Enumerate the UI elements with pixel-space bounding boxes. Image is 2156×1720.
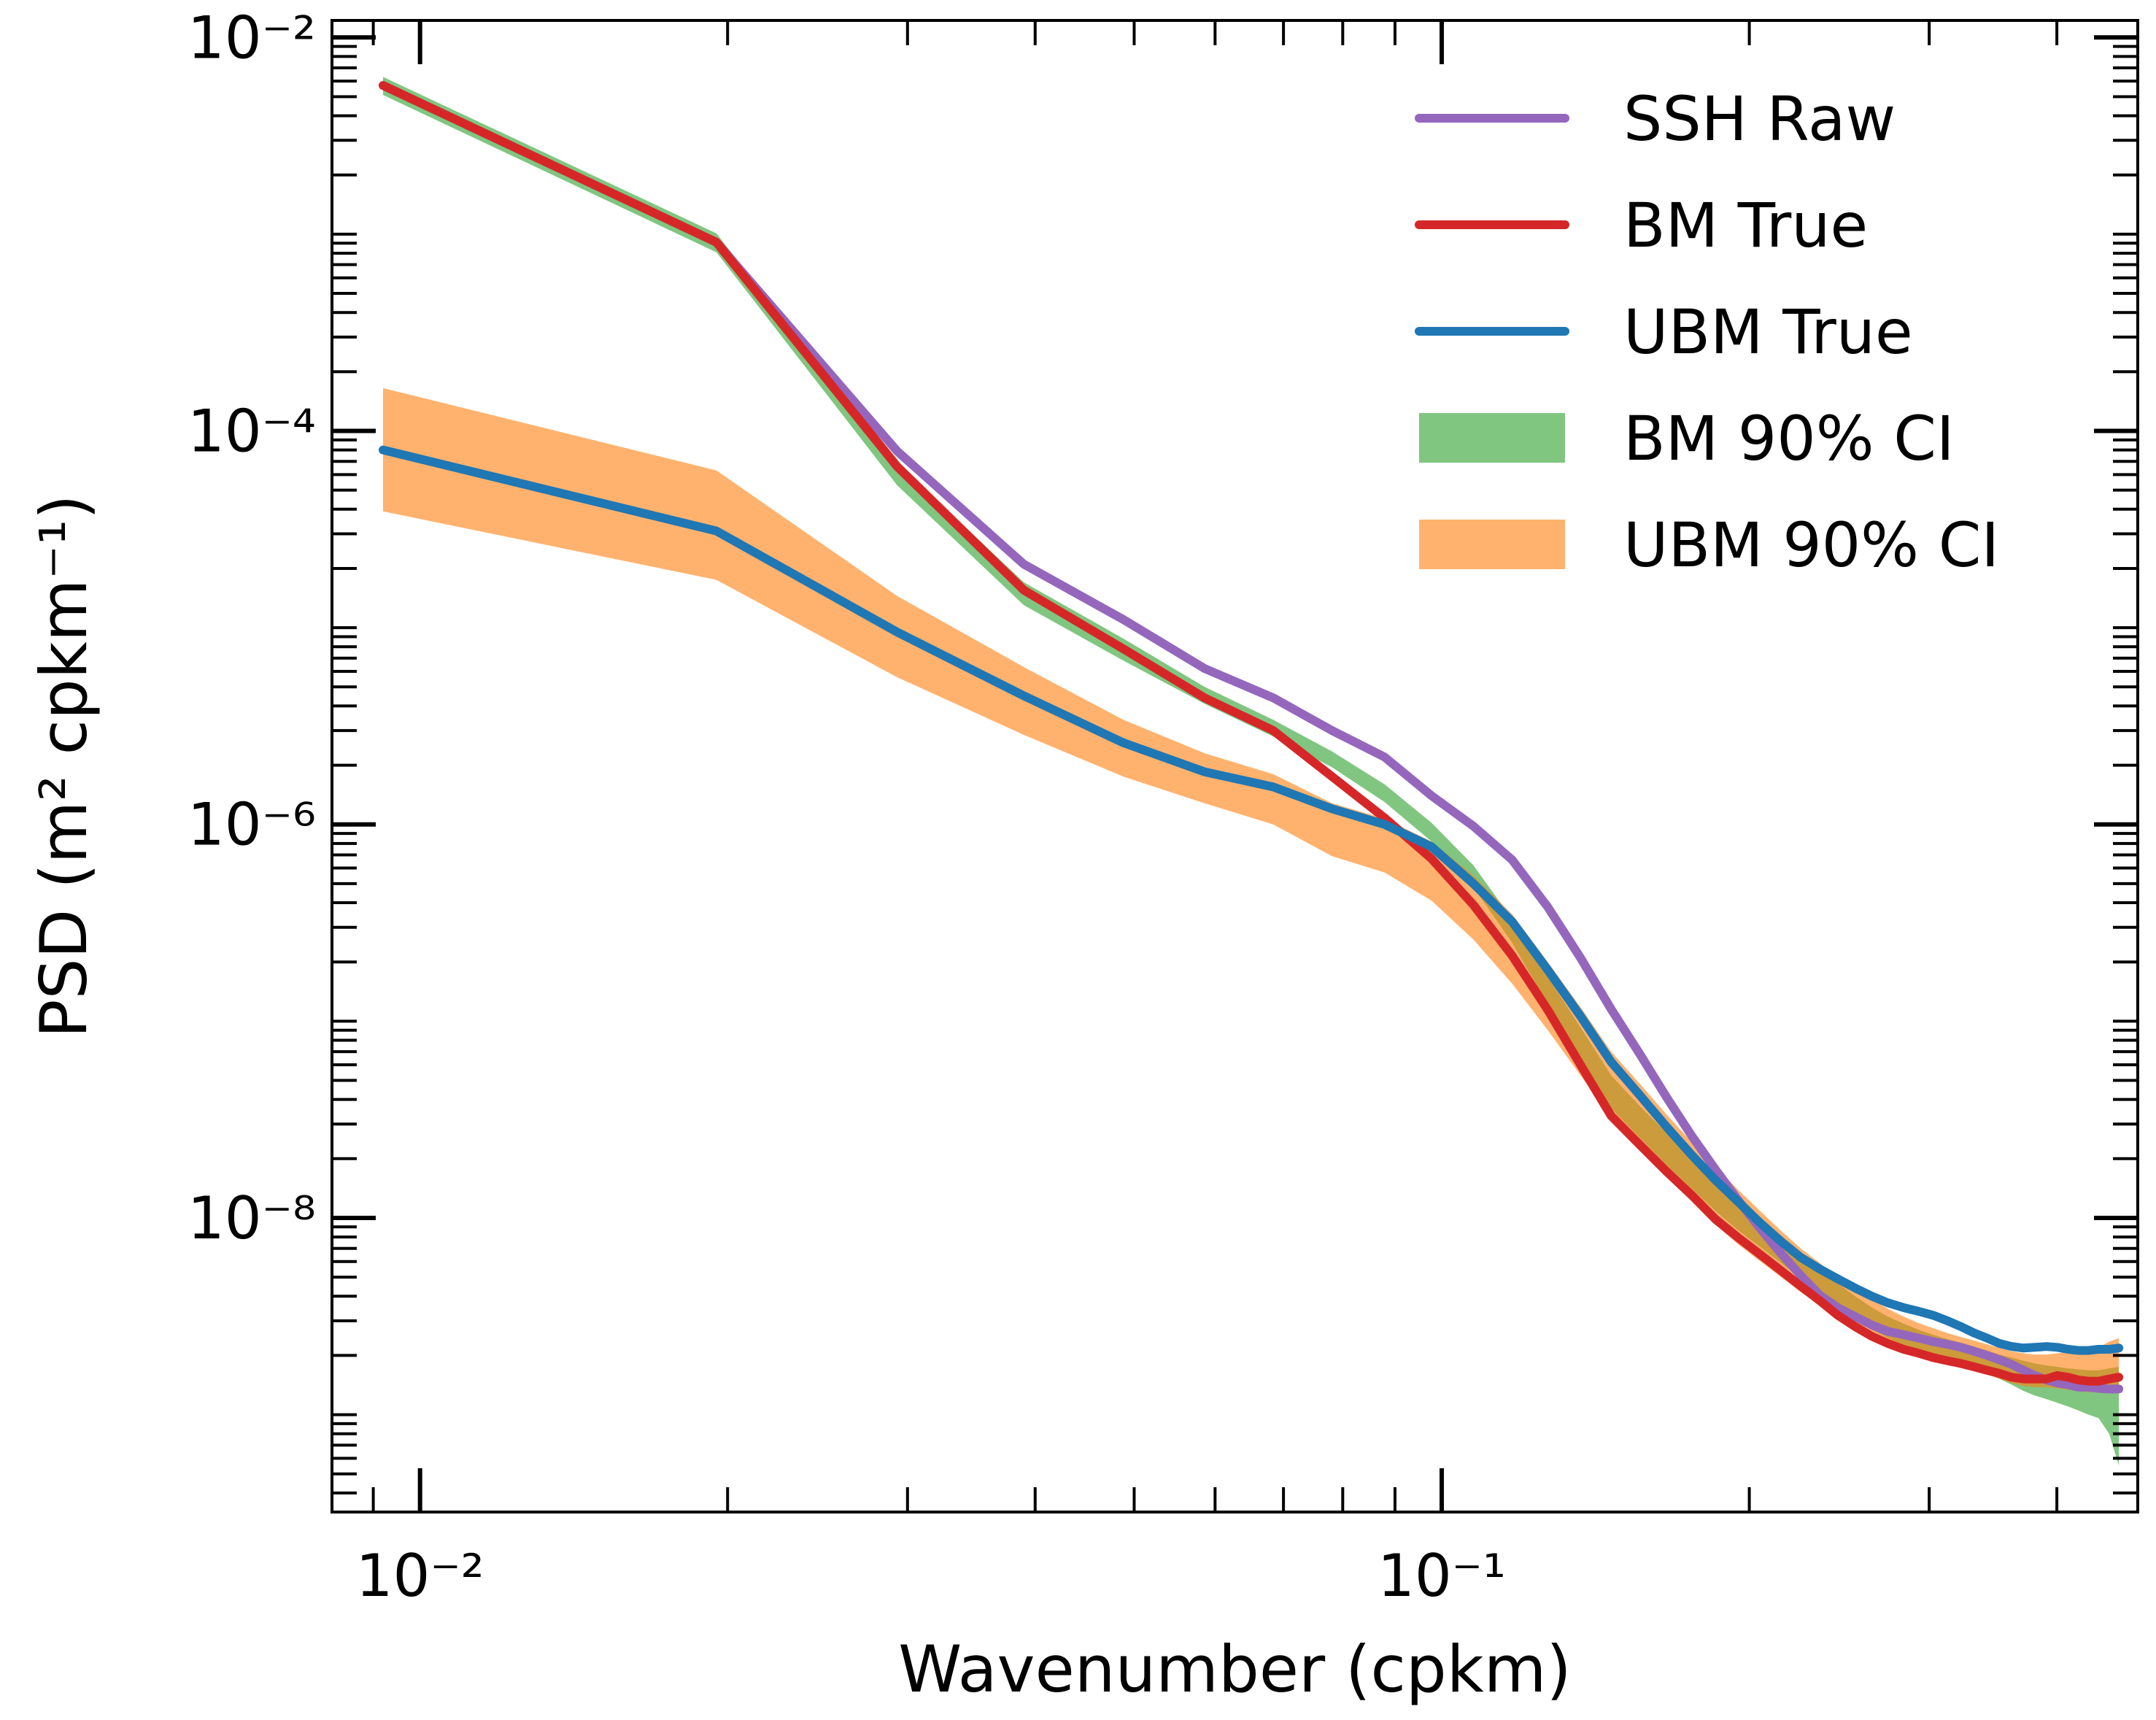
- axis-ticks: [332, 20, 2138, 1512]
- legend-label-bm-90-ci: BM 90% CI: [1623, 403, 1955, 474]
- y-tick-label: 10⁻⁸: [188, 1184, 316, 1252]
- plot-frame: [331, 19, 2139, 1513]
- legend-label-ubm-true: UBM True: [1623, 296, 1913, 368]
- line-ubm-true: [379, 445, 2124, 1355]
- legend: SSH Raw BM True UBM True BM 90% CI UBM 90% C…: [1415, 83, 1999, 581]
- legend-swatch-ubm-90-ci: [1419, 520, 1565, 569]
- x-tick-label: 10⁻¹: [1378, 1542, 1506, 1610]
- tick-labels: 10⁻² 10⁻¹ 10⁻⁸ 10⁻⁶ 10⁻⁴ 10⁻²: [188, 4, 1506, 1610]
- y-tick-label: 10⁻²: [188, 4, 316, 72]
- series-lines: [379, 81, 2124, 1394]
- y-tick-label: 10⁻⁴: [188, 398, 316, 466]
- y-tick-label: 10⁻⁶: [188, 791, 316, 859]
- legend-label-bm-true: BM True: [1623, 190, 1868, 261]
- line-ssh-raw: [379, 81, 2124, 1394]
- x-axis-label: Wavenumber (cpkm): [898, 1632, 1572, 1707]
- legend-swatch-bm-90-ci: [1419, 413, 1565, 463]
- confidence-bands: [383, 77, 2120, 1466]
- legend-label-ssh-raw: SSH Raw: [1623, 83, 1896, 155]
- x-tick-label: 10⁻²: [356, 1542, 484, 1610]
- line-bm-true: [379, 81, 2124, 1386]
- legend-label-ubm-90-ci: UBM 90% CI: [1623, 509, 1999, 581]
- y-axis-label: PSD (m² cpkm⁻¹): [26, 495, 101, 1038]
